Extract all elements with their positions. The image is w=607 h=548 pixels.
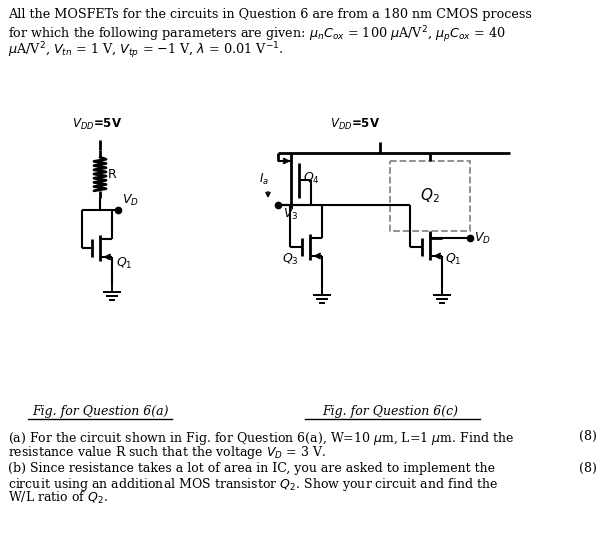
- Text: (b) Since resistance takes a lot of area in IC, you are asked to implement the: (b) Since resistance takes a lot of area…: [8, 462, 495, 475]
- Text: $Q_1$: $Q_1$: [116, 256, 132, 271]
- Text: (a) For the circuit shown in Fig. for Question 6(a), W=10 $\mu$m, L=1 $\mu$m. Fi: (a) For the circuit shown in Fig. for Qu…: [8, 430, 514, 447]
- Text: R: R: [108, 168, 117, 180]
- Text: circuit using an additional MOS transistor $Q_2$. Show your circuit and find the: circuit using an additional MOS transist…: [8, 476, 498, 493]
- Text: W/L ratio of $Q_2$.: W/L ratio of $Q_2$.: [8, 490, 108, 506]
- Text: Fig. for Question 6(c): Fig. for Question 6(c): [322, 405, 458, 418]
- Text: $I_a$: $I_a$: [259, 172, 269, 187]
- Text: Fig. for Question 6(a): Fig. for Question 6(a): [32, 405, 168, 418]
- Text: $Q_2$: $Q_2$: [420, 187, 440, 206]
- Text: $V_{DD}$=5V: $V_{DD}$=5V: [330, 117, 380, 132]
- Text: resistance value R such that the voltage $V_D$ = 3 V.: resistance value R such that the voltage…: [8, 444, 326, 461]
- Text: (8): (8): [579, 430, 597, 443]
- Text: $V_D$: $V_D$: [122, 193, 139, 208]
- Text: All the MOSFETs for the circuits in Question 6 are from a 180 nm CMOS process: All the MOSFETs for the circuits in Ques…: [8, 8, 532, 21]
- Text: $V_3$: $V_3$: [283, 207, 299, 222]
- Text: $Q_4$: $Q_4$: [303, 171, 320, 186]
- Bar: [390, 161, 470, 231]
- Text: $\mu$A/V$^2$, $V_{tn}$ = 1 V, $V_{tp}$ = $-$1 V, $\lambda$ = 0.01 V$^{-1}$.: $\mu$A/V$^2$, $V_{tn}$ = 1 V, $V_{tp}$ =…: [8, 40, 283, 61]
- Text: $Q_1$: $Q_1$: [445, 252, 461, 267]
- Text: for which the following parameters are given: $\mu_n C_{ox}$ = 100 $\mu$A/V$^2$,: for which the following parameters are g…: [8, 24, 506, 44]
- Text: $Q_3$: $Q_3$: [282, 252, 299, 267]
- Text: $V_D$: $V_D$: [474, 231, 491, 246]
- Text: (8): (8): [579, 462, 597, 475]
- Text: $V_{DD}$=5V: $V_{DD}$=5V: [72, 117, 122, 132]
